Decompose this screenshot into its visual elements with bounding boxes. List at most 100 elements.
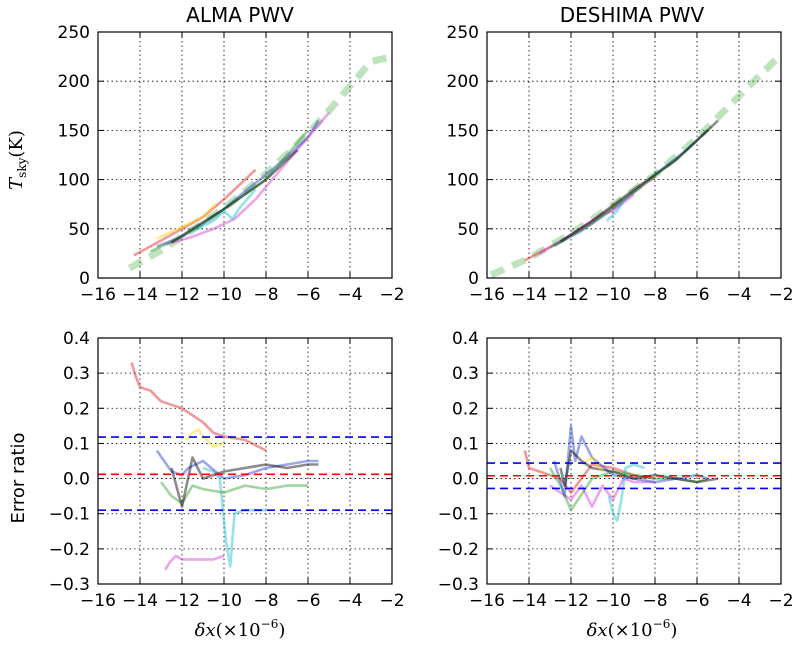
y-tick-label: 0.1 <box>452 434 479 454</box>
series-line-3 <box>605 196 627 222</box>
series-line-0 <box>133 168 257 257</box>
y-tick-label: 100 <box>58 171 90 191</box>
xlabel-right-exp: −6 <box>653 617 671 631</box>
series-line-4 <box>552 424 708 498</box>
series-line-3 <box>191 188 257 232</box>
y-tick-label: 0.3 <box>452 364 479 384</box>
y-tick-label: 150 <box>58 121 90 141</box>
y-tick-label: 250 <box>447 23 479 43</box>
ylabel-tsky: Tsky(K) <box>6 130 29 190</box>
plot-area <box>98 362 392 571</box>
series-line-6 <box>170 456 319 509</box>
plot-area <box>127 53 392 272</box>
axes-frame <box>486 31 782 279</box>
series-line-3 <box>548 467 708 512</box>
series-line-6 <box>580 456 604 473</box>
y-tick-label: 0.3 <box>63 364 90 384</box>
series-line-1 <box>156 119 320 248</box>
y-tick-label: 0.1 <box>63 434 90 454</box>
x-tick-label: −12 <box>164 285 200 305</box>
panel-bottom-left: −16 −14 −12 −10 −8 −6 −4 −2 −0.3 −0.2 −0.1 0.0 0.1 0.… <box>49 329 405 611</box>
series-line-5 <box>559 449 719 487</box>
x-tick-label: −2 <box>379 285 404 305</box>
y-tick-label: −0.2 <box>438 540 479 560</box>
xlabel-left-exp: −6 <box>261 617 279 631</box>
x-tick-label: −6 <box>684 285 709 305</box>
x-tick-label: −12 <box>553 285 589 305</box>
series-line-2 <box>538 193 635 255</box>
xlabel-right: δx(×10−6) <box>587 617 678 641</box>
plot-area <box>489 52 781 278</box>
x-tick-label: −14 <box>511 591 547 611</box>
y-tick-label: −0.3 <box>438 575 479 595</box>
y-tick-label: 0.4 <box>63 329 90 349</box>
y-tick-label: 0 <box>79 269 90 289</box>
ylabel-error-ratio: Error ratio <box>8 432 29 523</box>
x-tick-label: −10 <box>595 285 631 305</box>
xlabel-right-close: ) <box>670 620 677 641</box>
x-tick-label: −2 <box>768 285 793 305</box>
xlabel-right-base: (×10 <box>608 620 653 641</box>
series-line-2 <box>164 554 225 571</box>
y-tick-label: −0.1 <box>49 505 90 525</box>
xlabel-left-var: δx <box>195 620 216 641</box>
panel-top-right: −16 −14 −12 −10 −8 −6 −4 −2 0 50 100 150 200 250 <box>447 23 794 305</box>
ylabel-tsky-var: T <box>6 176 27 190</box>
series-line-0 <box>524 175 656 262</box>
x-tick-label: −4 <box>337 591 362 611</box>
y-tick-label: 50 <box>68 220 90 240</box>
xlabel-left: δx(×10−6) <box>195 617 286 641</box>
xlabel-right-var: δx <box>587 620 608 641</box>
x-tick-label: −12 <box>553 591 589 611</box>
series-line-3 <box>202 466 266 568</box>
y-tick-label: 250 <box>58 23 90 43</box>
series-line-0 <box>130 362 267 452</box>
x-tick-label: −8 <box>642 285 667 305</box>
plot-area <box>487 424 781 523</box>
y-tick-label: 150 <box>447 121 479 141</box>
series-line-0 <box>523 450 656 494</box>
series-line-5 <box>149 129 309 253</box>
x-tick-label: −16 <box>469 285 505 305</box>
series-line-4 <box>156 203 217 240</box>
series-line-4 <box>159 481 308 505</box>
y-tick-label: 50 <box>457 220 479 240</box>
y-tick-label: 200 <box>447 72 479 92</box>
title-deshima: DESHIMA PWV <box>560 3 705 27</box>
x-tick-label: −16 <box>469 591 505 611</box>
panel-top-left: −16 −14 −12 −10 −8 −6 −4 −2 0 50 100 150 200 250 <box>58 23 405 305</box>
series-line-2 <box>164 111 330 246</box>
axes-frame <box>97 337 393 585</box>
y-tick-label: 0 <box>468 269 479 289</box>
ylabel-tsky-sub: sky <box>15 157 29 177</box>
y-tick-label: 0.0 <box>63 470 90 490</box>
series-line-1 <box>553 129 709 247</box>
x-tick-label: −8 <box>253 285 278 305</box>
x-tick-label: −6 <box>684 591 709 611</box>
series-line-5 <box>559 119 719 243</box>
panels-layer: −16 −14 −12 −10 −8 −6 −4 −2 0 50 100 150 200 250 −16 −1… <box>49 23 794 611</box>
title-alma: ALMA PWV <box>186 3 294 27</box>
reference-curve <box>489 52 781 278</box>
panel-bottom-right: −16 −14 −12 −10 −8 −6 −4 −2 −0.3 −0.2 −0.1 0.0 0.1 0.… <box>438 329 794 611</box>
series-line-2 <box>607 463 645 523</box>
ylabel-tsky-unit: (K) <box>6 130 27 158</box>
x-tick-label: −16 <box>80 591 116 611</box>
x-tick-label: −10 <box>206 591 242 611</box>
series-line-6 <box>170 149 299 244</box>
x-tick-label: −8 <box>642 591 667 611</box>
reference-curve <box>127 53 392 272</box>
x-tick-label: −2 <box>379 591 404 611</box>
y-tick-label: 0.2 <box>452 399 479 419</box>
y-tick-label: 0.2 <box>63 399 90 419</box>
x-tick-label: −2 <box>768 591 793 611</box>
x-tick-label: −4 <box>726 591 751 611</box>
axes-frame <box>486 337 782 585</box>
y-tick-label: 200 <box>58 72 90 92</box>
y-tick-label: 0.4 <box>452 329 479 349</box>
x-tick-label: −16 <box>80 285 116 305</box>
x-tick-label: −14 <box>122 285 158 305</box>
x-tick-label: −14 <box>511 285 547 305</box>
xlabel-left-base: (×10 <box>216 620 261 641</box>
y-tick-label: −0.2 <box>49 540 90 560</box>
